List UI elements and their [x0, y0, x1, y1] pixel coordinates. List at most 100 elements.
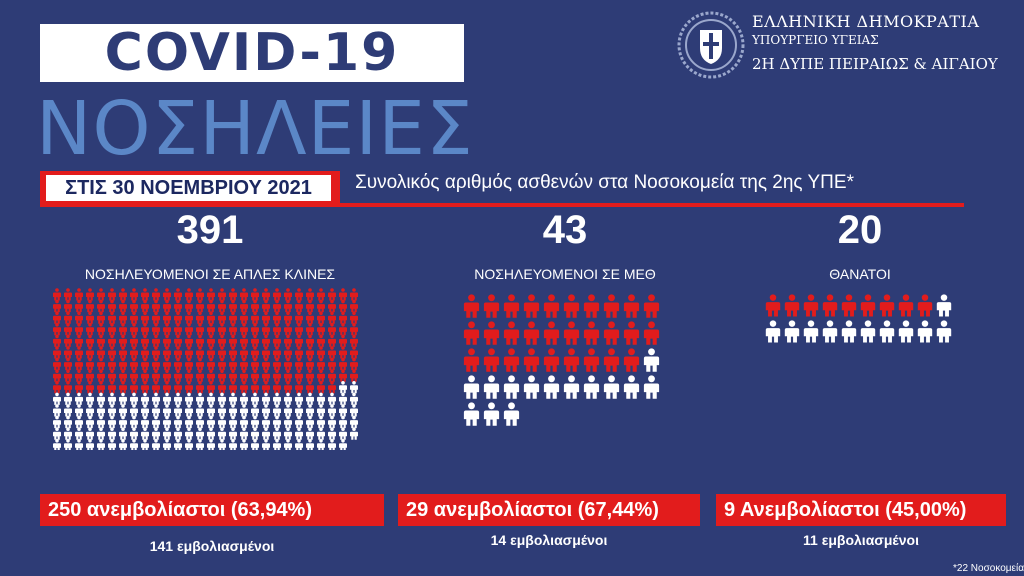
person-icon — [503, 348, 520, 372]
person-icon — [295, 392, 303, 405]
person-icon — [295, 369, 303, 382]
person-icon — [523, 348, 540, 372]
person-icon — [603, 375, 620, 399]
person-icon — [174, 415, 182, 429]
person-icon — [284, 311, 292, 324]
person-icon — [97, 346, 105, 359]
person-icon — [339, 427, 347, 440]
person-icon — [152, 357, 160, 371]
person-icon — [623, 321, 640, 345]
person-icon — [130, 415, 138, 429]
person-icon — [295, 288, 303, 301]
person-icon — [563, 321, 580, 345]
person-icon — [163, 299, 171, 313]
person-icon — [130, 357, 138, 371]
person-icon — [339, 299, 347, 313]
person-icon — [262, 346, 270, 359]
person-icon — [262, 334, 270, 347]
person-icon — [306, 299, 314, 313]
person-icon — [463, 375, 480, 399]
person-icon — [119, 323, 127, 336]
person-icon — [317, 334, 325, 347]
person-icon — [295, 334, 303, 347]
person-icon — [583, 348, 600, 372]
person-icon — [879, 294, 895, 317]
person-icon — [262, 299, 270, 313]
person-icon — [240, 381, 248, 394]
person-icon — [196, 404, 204, 417]
person-icon — [64, 415, 72, 429]
person-icon — [306, 415, 314, 429]
person-icon — [108, 404, 116, 417]
person-icon — [53, 404, 61, 417]
person-icon — [174, 357, 182, 371]
person-icon — [328, 427, 336, 440]
person-icon — [463, 402, 480, 426]
person-icon — [174, 288, 182, 301]
person-icon — [108, 357, 116, 371]
person-icon — [284, 404, 292, 417]
person-icon — [251, 427, 259, 440]
panel-3-icon-grid — [764, 294, 954, 346]
person-icon — [196, 427, 204, 440]
person-icon — [218, 415, 226, 429]
person-icon — [75, 288, 83, 301]
person-icon — [317, 299, 325, 313]
title-background — [40, 24, 464, 82]
person-icon — [130, 404, 138, 417]
person-icon — [185, 427, 193, 440]
person-icon — [240, 323, 248, 336]
person-icon — [196, 415, 204, 429]
person-icon — [563, 294, 580, 318]
person-icon — [64, 299, 72, 313]
person-icon — [130, 288, 138, 301]
person-icon — [643, 375, 660, 399]
person-icon — [207, 404, 215, 417]
person-icon — [163, 311, 171, 324]
person-icon — [152, 346, 160, 359]
person-icon — [97, 357, 105, 371]
person-icon — [207, 288, 215, 301]
person-icon — [86, 404, 94, 417]
person-icon — [643, 294, 660, 318]
person-icon — [262, 381, 270, 394]
person-icon — [152, 381, 160, 394]
person-icon — [317, 323, 325, 336]
person-icon — [108, 323, 116, 336]
person-icon — [53, 392, 61, 405]
person-icon — [97, 288, 105, 301]
person-icon — [141, 415, 149, 429]
person-icon — [196, 381, 204, 394]
person-icon — [563, 375, 580, 399]
person-icon — [328, 392, 336, 405]
person-icon — [273, 369, 281, 382]
person-icon — [207, 427, 215, 440]
person-icon — [295, 427, 303, 440]
panel-3-caption: ΘΑΝΑΤΟΙ — [829, 266, 891, 282]
panel-3-unvaccinated: 9 Ανεμβολίαστοι (45,00%) — [716, 494, 1006, 526]
person-icon — [75, 427, 83, 440]
person-icon — [152, 439, 160, 451]
person-icon — [207, 299, 215, 313]
person-icon — [64, 357, 72, 371]
person-icon — [350, 381, 358, 394]
person-icon — [273, 311, 281, 324]
person-icon — [822, 320, 838, 343]
person-icon — [97, 381, 105, 394]
person-icon — [803, 294, 819, 317]
person-icon — [64, 381, 72, 394]
person-icon — [141, 369, 149, 382]
person-icon — [97, 311, 105, 324]
person-icon — [917, 320, 933, 343]
person-icon — [207, 415, 215, 429]
person-icon — [86, 334, 94, 347]
person-icon — [108, 392, 116, 405]
person-icon — [251, 346, 259, 359]
person-icon — [339, 323, 347, 336]
person-icon — [119, 311, 127, 324]
person-icon — [273, 439, 281, 451]
person-icon — [141, 392, 149, 405]
person-icon — [898, 320, 914, 343]
person-icon — [251, 369, 259, 382]
person-icon — [53, 288, 61, 301]
